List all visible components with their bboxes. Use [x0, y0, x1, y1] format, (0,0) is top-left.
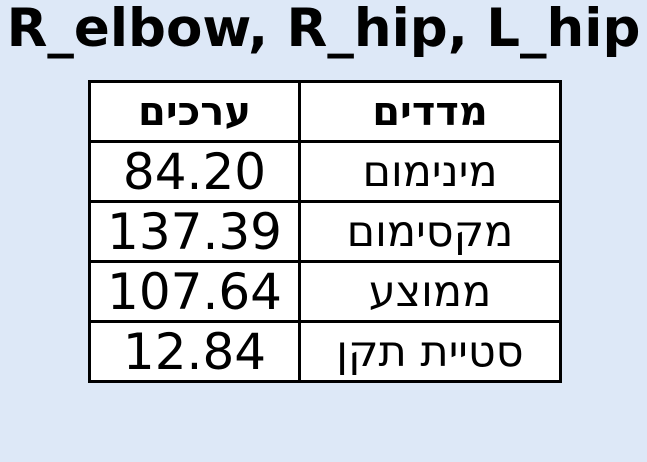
header-values: ערכים [88, 80, 301, 143]
table-header-row: ערכים מדדים [88, 80, 562, 143]
value-cell: 137.39 [88, 200, 301, 263]
measure-cell: סטיית תקן [298, 320, 562, 383]
statistics-table: ערכים מדדים 84.20 מינימום 137.39 מקסימום… [88, 80, 562, 383]
page-title: R_elbow, R_hip, L_hip [6, 0, 641, 59]
header-measures: מדדים [298, 80, 562, 143]
value-cell: 12.84 [88, 320, 301, 383]
measure-cell: ממוצע [298, 260, 562, 323]
measure-cell: מינימום [298, 140, 562, 203]
table-row: 107.64 ממוצע [88, 260, 562, 323]
table-row: 137.39 מקסימום [88, 200, 562, 263]
value-cell: 84.20 [88, 140, 301, 203]
table-row: 84.20 מינימום [88, 140, 562, 203]
value-cell: 107.64 [88, 260, 301, 323]
measure-cell: מקסימום [298, 200, 562, 263]
table-row: 12.84 סטיית תקן [88, 320, 562, 383]
